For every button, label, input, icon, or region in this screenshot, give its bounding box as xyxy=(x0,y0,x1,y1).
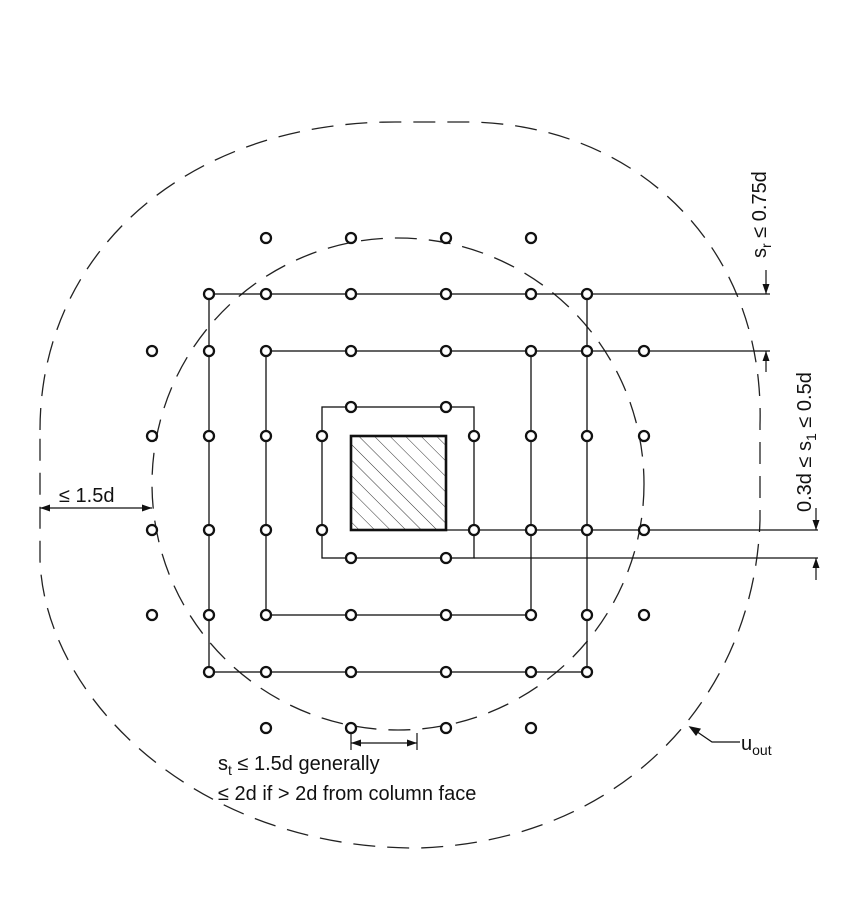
shear-stud xyxy=(580,523,594,537)
shear-stud xyxy=(637,344,651,358)
dimension-arrows xyxy=(40,270,820,750)
shear-stud xyxy=(344,551,358,565)
shear-stud xyxy=(439,287,453,301)
perimeter-2-rect xyxy=(265,350,532,616)
shear-stud xyxy=(524,231,538,245)
shear-stud xyxy=(524,608,538,622)
u-out-label: uout xyxy=(741,733,772,758)
shear-stud xyxy=(202,287,216,301)
shear-stud xyxy=(344,665,358,679)
shear-stud xyxy=(439,608,453,622)
outer-control-perimeter-u-out xyxy=(39,121,761,849)
u-out-leader-head xyxy=(688,726,701,737)
shear-stud xyxy=(439,231,453,245)
sr-spacing-label: sr ≤ 0.75d xyxy=(749,171,774,258)
shear-stud xyxy=(259,344,273,358)
shear-stud xyxy=(467,523,481,537)
st-spacing-label: st ≤ 1.5d generally xyxy=(218,753,380,778)
st-spacing-label-line2: ≤ 2d if > 2d from column face xyxy=(218,783,476,805)
shear-stud xyxy=(259,608,273,622)
shear-stud xyxy=(580,429,594,443)
shear-stud xyxy=(202,429,216,443)
shear-stud xyxy=(145,608,159,622)
shear-stud xyxy=(259,665,273,679)
shear-stud xyxy=(524,344,538,358)
shear-stud xyxy=(145,523,159,537)
s1-spacing-label: 0.3d ≤ s1 ≤ 0.5d xyxy=(794,372,819,512)
shear-stud xyxy=(259,429,273,443)
shear-stud xyxy=(439,400,453,414)
shear-stud xyxy=(439,665,453,679)
shear-stud xyxy=(524,721,538,735)
shear-stud xyxy=(344,400,358,414)
shear-stud xyxy=(344,231,358,245)
shear-stud xyxy=(524,287,538,301)
shear-stud xyxy=(344,608,358,622)
shear-stud xyxy=(145,429,159,443)
perimeter-1-rect xyxy=(321,406,475,559)
shear-stud xyxy=(439,721,453,735)
shear-stud xyxy=(344,344,358,358)
shear-stud xyxy=(202,523,216,537)
edge-distance-label: ≤ 1.5d xyxy=(59,485,114,507)
shear-stud xyxy=(315,429,329,443)
shear-stud xyxy=(439,344,453,358)
shear-stud xyxy=(344,721,358,735)
shear-stud xyxy=(202,608,216,622)
shear-stud xyxy=(467,429,481,443)
shear-stud xyxy=(202,665,216,679)
perimeter-3-rect xyxy=(208,293,588,673)
shear-stud xyxy=(580,287,594,301)
shear-stud xyxy=(344,287,358,301)
shear-stud xyxy=(259,287,273,301)
shear-stud xyxy=(637,429,651,443)
shear-stud xyxy=(580,344,594,358)
shear-stud xyxy=(315,523,329,537)
shear-stud xyxy=(202,344,216,358)
column-hatched xyxy=(349,434,448,532)
shear-stud xyxy=(637,523,651,537)
shear-stud xyxy=(145,344,159,358)
shear-stud xyxy=(439,551,453,565)
extension-lines xyxy=(446,293,818,559)
shear-stud xyxy=(524,429,538,443)
shear-stud xyxy=(637,608,651,622)
shear-stud xyxy=(259,231,273,245)
shear-stud xyxy=(580,608,594,622)
shear-stud xyxy=(580,665,594,679)
shear-stud xyxy=(524,665,538,679)
shear-stud xyxy=(524,523,538,537)
perimeter-lines xyxy=(208,293,588,673)
shear-stud xyxy=(259,721,273,735)
shear-studs xyxy=(145,231,651,735)
inner-perimeter-circle xyxy=(151,237,645,731)
shear-stud xyxy=(259,523,273,537)
